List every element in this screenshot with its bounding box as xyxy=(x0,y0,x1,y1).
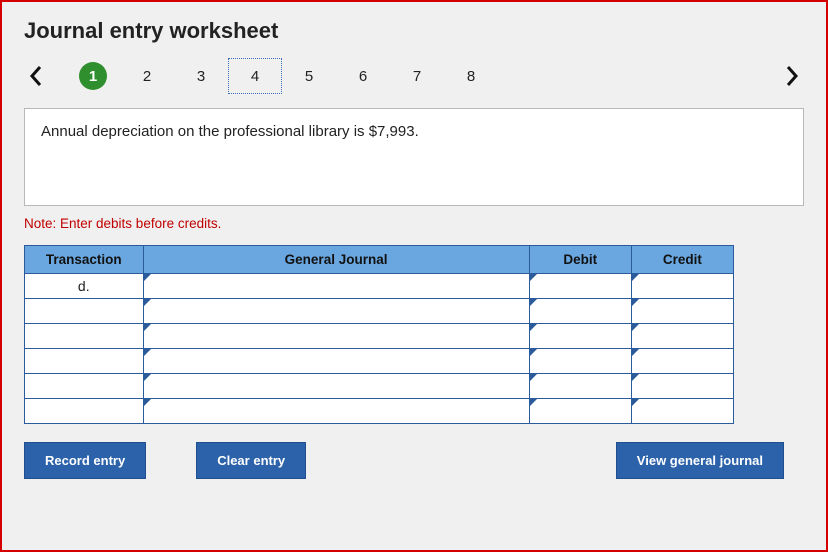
credit-cell[interactable] xyxy=(632,324,733,348)
transaction-cell[interactable] xyxy=(25,349,143,373)
view-general-journal-button[interactable]: View general journal xyxy=(616,442,784,479)
step-pager: 1 2 3 4 5 6 7 8 xyxy=(24,58,804,94)
credit-cell[interactable] xyxy=(632,374,733,398)
debit-cell[interactable] xyxy=(530,324,631,348)
transaction-prompt: Annual depreciation on the professional … xyxy=(24,108,804,206)
record-entry-button[interactable]: Record entry xyxy=(24,442,146,479)
table-row xyxy=(25,374,734,399)
step-2[interactable]: 2 xyxy=(120,61,174,91)
table-row xyxy=(25,349,734,374)
transaction-cell[interactable] xyxy=(25,399,143,423)
general-journal-cell[interactable] xyxy=(144,374,529,398)
table-row xyxy=(25,399,734,424)
table-row: d. xyxy=(25,274,734,299)
chevron-left-icon xyxy=(29,65,43,87)
note-text: Note: Enter debits before credits. xyxy=(24,216,804,231)
credit-cell[interactable] xyxy=(632,399,733,423)
clear-entry-button[interactable]: Clear entry xyxy=(196,442,306,479)
step-8[interactable]: 8 xyxy=(444,61,498,91)
general-journal-cell[interactable] xyxy=(144,399,529,423)
debit-cell[interactable] xyxy=(530,399,631,423)
general-journal-cell[interactable] xyxy=(144,299,529,323)
general-journal-cell[interactable] xyxy=(144,324,529,348)
table-row xyxy=(25,324,734,349)
general-journal-cell[interactable] xyxy=(144,274,529,298)
col-header-credit: Credit xyxy=(631,246,733,274)
step-6[interactable]: 6 xyxy=(336,61,390,91)
credit-cell[interactable] xyxy=(632,299,733,323)
credit-cell[interactable] xyxy=(632,349,733,373)
page-title: Journal entry worksheet xyxy=(24,18,804,44)
table-row xyxy=(25,299,734,324)
credit-cell[interactable] xyxy=(632,274,733,298)
next-step-button[interactable] xyxy=(780,64,804,88)
debit-cell[interactable] xyxy=(530,274,631,298)
transaction-cell[interactable] xyxy=(25,374,143,398)
debit-cell[interactable] xyxy=(530,299,631,323)
step-7[interactable]: 7 xyxy=(390,61,444,91)
journal-table-body: d. xyxy=(25,274,734,424)
step-1[interactable]: 1 xyxy=(66,61,120,91)
step-list: 1 2 3 4 5 6 7 8 xyxy=(66,58,498,94)
step-5[interactable]: 5 xyxy=(282,61,336,91)
col-header-general-journal: General Journal xyxy=(143,246,529,274)
transaction-cell[interactable]: d. xyxy=(25,274,143,298)
general-journal-cell[interactable] xyxy=(144,349,529,373)
chevron-right-icon xyxy=(785,65,799,87)
debit-cell[interactable] xyxy=(530,349,631,373)
prev-step-button[interactable] xyxy=(24,64,48,88)
worksheet-panel: Journal entry worksheet 1 2 3 4 5 6 7 8 … xyxy=(0,0,828,552)
step-4[interactable]: 4 xyxy=(228,58,282,94)
transaction-cell[interactable] xyxy=(25,324,143,348)
step-3[interactable]: 3 xyxy=(174,61,228,91)
col-header-transaction: Transaction xyxy=(25,246,144,274)
debit-cell[interactable] xyxy=(530,374,631,398)
button-bar: Record entry Clear entry View general jo… xyxy=(24,442,784,479)
journal-table: Transaction General Journal Debit Credit… xyxy=(24,245,734,424)
col-header-debit: Debit xyxy=(529,246,631,274)
transaction-cell[interactable] xyxy=(25,299,143,323)
